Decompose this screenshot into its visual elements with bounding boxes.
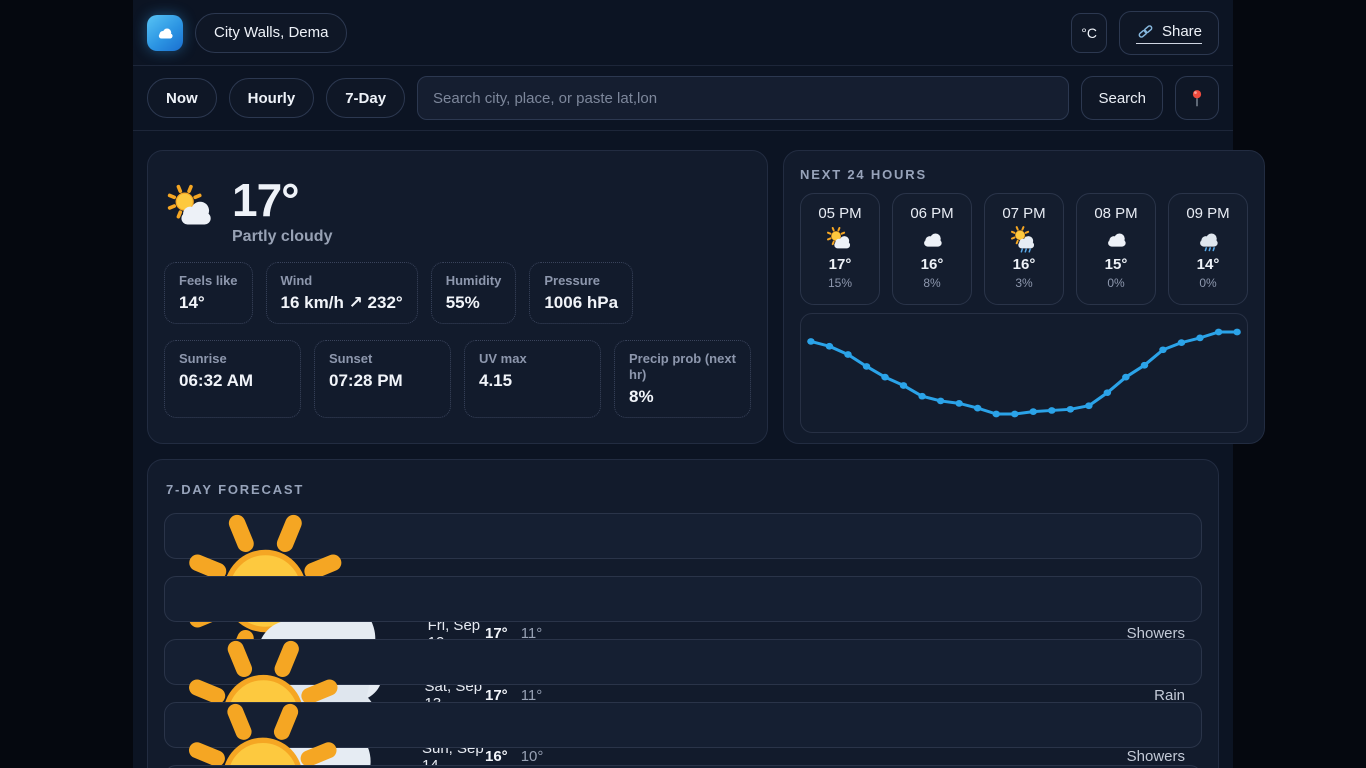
top-bar-right: °C Share	[1071, 10, 1219, 55]
day-condition: Showers	[1126, 625, 1185, 643]
seven-day-forecast-card: 7-DAY FORECAST Fri, Sep 12 17° 11° Showe…	[147, 459, 1219, 768]
nav-bar: Now Hourly 7-Day Search	[133, 66, 1233, 131]
cloud-icon	[1077, 226, 1155, 254]
link-icon	[1136, 22, 1155, 41]
day-high-temp: 17°	[485, 686, 508, 704]
hour-cell: 05 PM 17° 15%	[800, 193, 880, 305]
forecast-row: Fri, Sep 12 17° 11° Showers	[164, 513, 1202, 737]
hour-cell: 08 PM 15° 0%	[1076, 193, 1156, 305]
unit-toggle-button[interactable]: °C	[1071, 12, 1107, 53]
cloud-icon	[893, 226, 971, 254]
sun-rain-icon	[181, 703, 409, 768]
share-button[interactable]: Share	[1118, 10, 1219, 55]
stat-tile: Sunset 07:28 PM	[314, 339, 451, 419]
sun-cloud-icon	[166, 183, 218, 235]
day-high-temp: 16°	[485, 748, 508, 766]
sun-cloud-icon	[801, 226, 879, 254]
temperature-sparkline-svg	[807, 328, 1241, 418]
seven-day-forecast-title: 7-DAY FORECAST	[166, 482, 305, 497]
pin-location-button[interactable]	[1175, 76, 1219, 120]
day-low-temp: 11°	[520, 686, 543, 704]
current-conditions-card: 17° Partly cloudy Feels like 14° Wind 16…	[147, 150, 768, 444]
day-condition: Rain	[1154, 686, 1185, 704]
share-label: Share	[1161, 22, 1202, 40]
temperature-sparkline	[800, 313, 1248, 433]
view-tab[interactable]: Hourly	[228, 78, 315, 118]
next-24-hours-title: NEXT 24 HOURS	[800, 167, 927, 182]
rain-icon	[1169, 226, 1247, 254]
next-24-hours-card: NEXT 24 HOURS 05 PM 17° 15% 06 PM 16° 8%	[783, 150, 1265, 444]
stat-tile: Humidity 55%	[430, 261, 517, 324]
day-high-temp: 17°	[485, 625, 508, 643]
forecast-row: Mon, Sep 15 17° 13° Showers	[164, 702, 1202, 768]
top-bar: City Walls, Dema °C Share	[133, 0, 1233, 66]
search-button[interactable]: Search	[1081, 76, 1163, 120]
stats-row-1: Feels like 14° Wind 16 km/h ↗ 232° Humid…	[164, 261, 751, 324]
stat-tile: Pressure 1006 hPa	[529, 261, 634, 324]
search-input[interactable]	[417, 76, 1070, 120]
hour-cell: 09 PM 14° 0%	[1168, 193, 1248, 305]
hour-cell: 07 PM 16° 3%	[984, 193, 1064, 305]
top-bar-left: City Walls, Dema	[147, 12, 348, 53]
stat-tile: UV max 4.15	[464, 339, 601, 419]
main-content: 17° Partly cloudy Feels like 14° Wind 16…	[133, 131, 1265, 768]
app-logo	[147, 14, 183, 51]
forecast-row: Sun, Sep 14 16° 10° Showers	[164, 639, 1202, 768]
stat-tile: Sunrise 06:32 AM	[164, 339, 301, 419]
hour-cell: 06 PM 16° 8%	[892, 193, 972, 305]
stat-tile: Precip prob (next hr) 8%	[614, 339, 751, 419]
view-tab[interactable]: Now	[147, 78, 217, 118]
pushpin-icon	[1186, 87, 1208, 109]
day-low-temp: 10°	[520, 748, 544, 766]
stat-tile: Wind 16 km/h ↗ 232°	[265, 261, 418, 324]
forecast-rows: Fri, Sep 12 17° 11° Showers Sat, Sep 13	[164, 513, 1202, 768]
current-condition: Partly cloudy	[232, 227, 333, 245]
location-button[interactable]: City Walls, Dema	[195, 12, 348, 53]
hourly-scroller[interactable]: 05 PM 17° 15% 06 PM 16° 8% 07 PM	[800, 193, 1248, 305]
view-tabs: Now Hourly 7-Day	[147, 78, 406, 118]
stats-row-2: Sunrise 06:32 AM Sunset 07:28 PM UV max …	[164, 339, 751, 419]
app-container: City Walls, Dema °C Share Now Hourly 7-D…	[133, 0, 1265, 768]
day-condition: Showers	[1126, 748, 1185, 766]
day-low-temp: 11°	[520, 625, 543, 643]
sun-rain-icon	[985, 226, 1063, 254]
logo-cloud-icon	[154, 22, 176, 44]
view-tab[interactable]: 7-Day	[326, 78, 406, 118]
stat-tile: Feels like 14°	[164, 261, 253, 324]
forecast-row: Sat, Sep 13 17° 11° Rain	[164, 576, 1202, 768]
current-temperature: 17°	[232, 174, 300, 226]
